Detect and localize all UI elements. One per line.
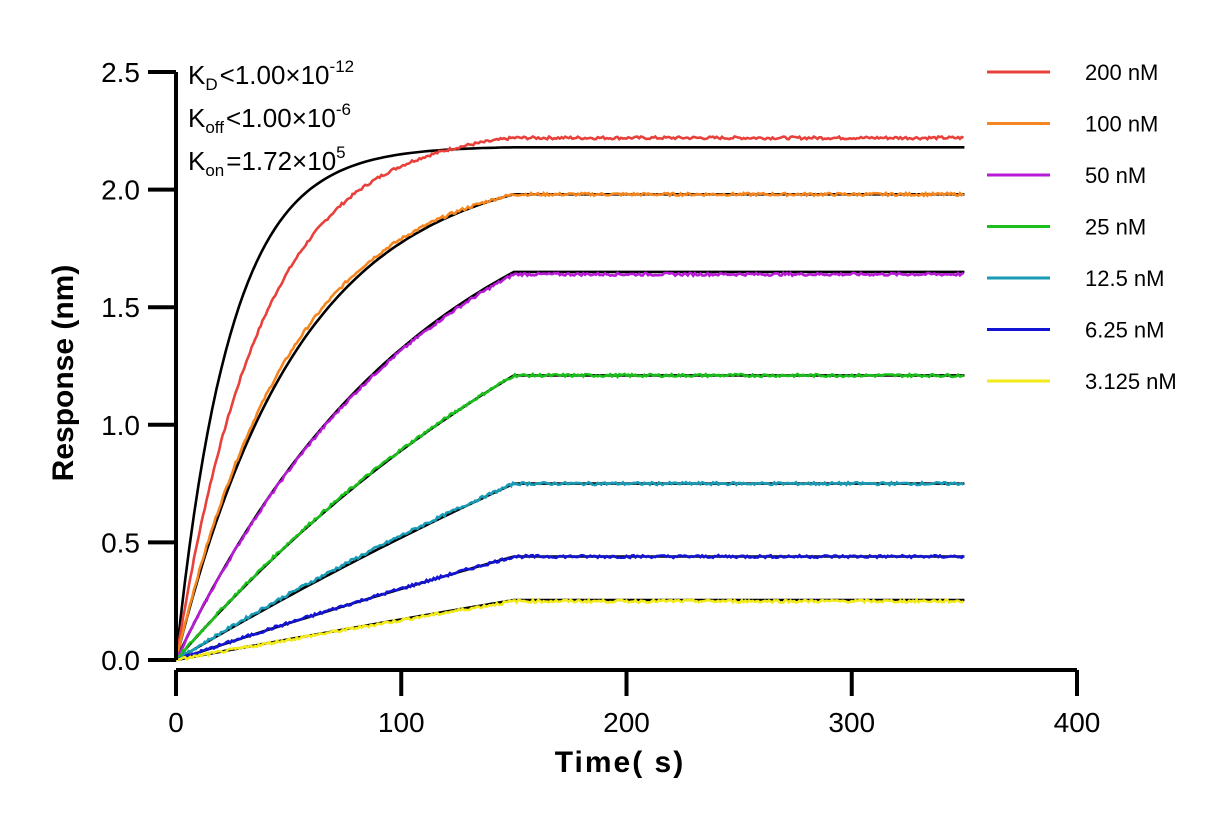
x-tick-label: 100 <box>378 707 425 738</box>
legend-label: 12.5 nM <box>1085 266 1165 291</box>
koff-annotation: Koff<1.00×10-6 <box>188 100 351 137</box>
x-tick-label: 0 <box>168 707 184 738</box>
series-line <box>175 480 965 662</box>
y-ticks: 0.0 0.5 1.0 1.5 2.0 2.5 <box>101 57 176 676</box>
fit-curve <box>174 146 965 661</box>
y-tick-label: 2.5 <box>101 57 140 88</box>
x-tick-label: 400 <box>1054 707 1101 738</box>
data-series <box>174 134 965 662</box>
kd-annotation: KD<1.00×10-12 <box>188 57 354 94</box>
kinetics-annotations: KD<1.00×10-12 Koff<1.00×10-6 Kon=1.72×10… <box>188 57 354 180</box>
x-ticks: 0 100 200 300 400 <box>168 670 1100 738</box>
series-line <box>174 134 964 661</box>
fit-curve <box>175 482 965 662</box>
x-tick-label: 200 <box>603 707 650 738</box>
legend-label: 25 nM <box>1085 215 1146 240</box>
x-axis-label: Time( s) <box>555 746 685 779</box>
series-line <box>175 597 964 662</box>
legend-label: 6.25 nM <box>1085 318 1165 343</box>
series-line <box>175 372 965 661</box>
y-tick-label: 0.5 <box>101 527 140 558</box>
y-tick-label: 2.0 <box>101 175 140 206</box>
y-tick-label: 1.0 <box>101 410 140 441</box>
y-tick-label: 0.0 <box>101 645 140 676</box>
series-line <box>174 270 965 661</box>
fit-curves <box>174 146 965 662</box>
y-axis-label: Response (nm) <box>47 265 80 482</box>
series-line <box>175 553 965 662</box>
x-tick-label: 300 <box>828 707 875 738</box>
legend: 200 nM 100 nM 50 nM 25 nM 12.5 nM 6.25 nM 3.12… <box>987 60 1177 394</box>
fit-curve <box>175 374 965 661</box>
legend-label: 100 nM <box>1085 112 1158 137</box>
y-axis: 0.0 0.5 1.0 1.5 2.0 2.5 <box>101 57 178 676</box>
fit-curve <box>175 555 965 662</box>
series-line <box>174 190 965 661</box>
legend-label: 3.125 nM <box>1085 369 1177 394</box>
fit-curve <box>175 598 965 662</box>
legend-label: 50 nM <box>1085 163 1146 188</box>
y-tick-label: 1.5 <box>101 292 140 323</box>
legend-label: 200 nM <box>1085 60 1158 85</box>
kon-annotation: Kon=1.72×105 <box>188 143 346 180</box>
x-axis: 0 100 200 300 400 <box>168 668 1100 738</box>
